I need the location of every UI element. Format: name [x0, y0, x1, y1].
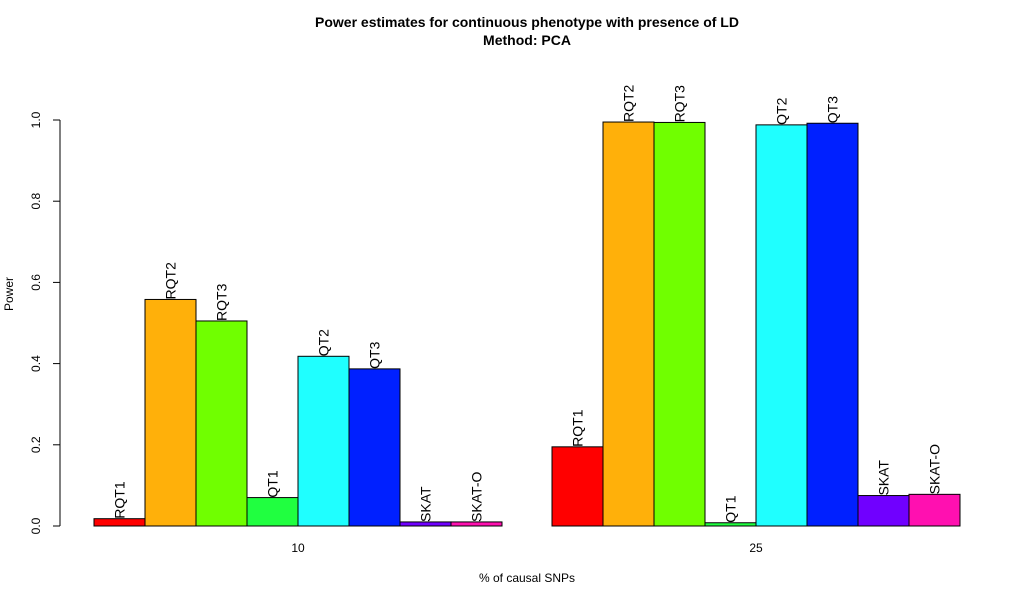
- bar-label: QT1: [265, 470, 281, 497]
- y-tick-label: 0.4: [29, 355, 43, 372]
- chart-title: Power estimates for continuous phenotype…: [315, 14, 739, 30]
- bar-rqt3-25: [653, 121, 706, 527]
- y-axis: 0.0 0.2 0.4 0.6 0.8 1.0: [29, 111, 61, 534]
- x-tick-label: 25: [749, 541, 763, 555]
- bar-qt1-10: [246, 497, 299, 527]
- bar-label: RQT2: [621, 84, 637, 122]
- bar-label: SKAT-O: [469, 472, 485, 522]
- bar-qt3-10: [348, 368, 401, 527]
- bar-skat-25: [857, 495, 910, 527]
- bar-label: SKAT: [418, 486, 434, 522]
- bar-label: QT2: [774, 97, 790, 124]
- bar-label: RQT3: [214, 283, 230, 321]
- bar-label: QT1: [723, 495, 739, 522]
- bar-rqt2-25: [602, 121, 655, 527]
- y-tick-label: 0.8: [29, 193, 43, 210]
- bar-skat-o-10: [450, 521, 503, 527]
- bar-skat-o-25: [908, 493, 961, 527]
- bar-label: QT3: [367, 341, 383, 368]
- bars-layer: RQT1 RQT2 RQT3 QT1 QT2 QT3 SKAT SKAT-O RQT1 RQT2 R…: [93, 84, 961, 527]
- bar-label: RQT1: [112, 481, 128, 519]
- bar-label: RQT2: [163, 262, 179, 300]
- y-tick-label: 0.6: [29, 274, 43, 291]
- bar-label: SKAT-O: [927, 444, 943, 494]
- bar-qt2-10: [297, 355, 350, 527]
- x-axis-tick-labels: 10 25: [291, 541, 763, 555]
- bar-qt3-25: [806, 122, 859, 527]
- bar-label: QT2: [316, 329, 332, 356]
- bar-rqt1-25: [551, 446, 604, 527]
- bar-rqt2-10: [144, 298, 197, 527]
- bar-rqt3-10: [195, 320, 248, 527]
- bar-qt2-25: [755, 124, 808, 527]
- y-tick-label: 0.2: [29, 436, 43, 453]
- bar-label: SKAT: [876, 460, 892, 496]
- y-tick-label: 0.0: [29, 517, 43, 534]
- x-tick-label: 10: [291, 541, 305, 555]
- x-axis-label: % of causal SNPs: [479, 571, 575, 585]
- bar-label: RQT3: [672, 85, 688, 123]
- chart-subtitle: Method: PCA: [483, 32, 571, 48]
- bar-label: QT3: [825, 96, 841, 123]
- bar-label: RQT1: [570, 409, 586, 447]
- y-tick-label: 1.0: [29, 111, 43, 128]
- y-axis-label: Power: [2, 277, 16, 311]
- bar-rqt1-10: [93, 518, 146, 527]
